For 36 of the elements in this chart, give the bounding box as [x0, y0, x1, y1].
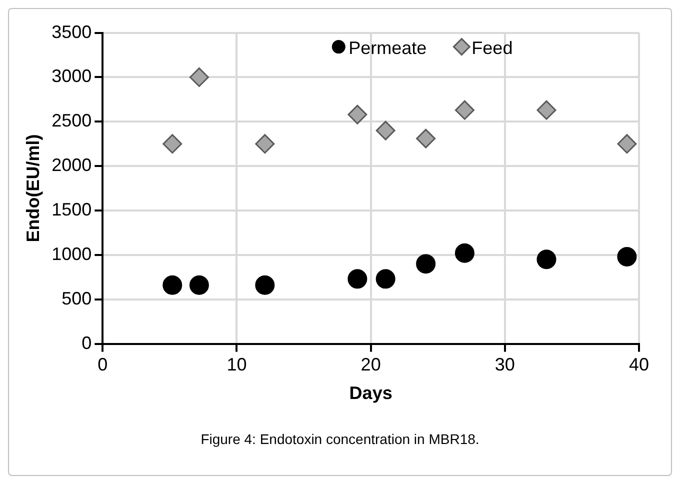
y-tick-label: 2000: [52, 155, 92, 176]
point: [454, 243, 474, 263]
x-tick-label: 30: [494, 354, 515, 375]
point: [536, 100, 556, 120]
y-tick-label: 2500: [52, 110, 92, 131]
y-tick-label: 1000: [52, 244, 92, 264]
y-tick-label: 500: [62, 288, 92, 308]
y-tick-label: 0: [82, 332, 92, 353]
point: [162, 275, 182, 295]
point: [536, 250, 556, 270]
point: [376, 120, 396, 140]
point: [416, 128, 436, 148]
legend-label: Permeate: [348, 38, 427, 58]
point: [617, 134, 637, 154]
point: [454, 100, 474, 120]
point: [189, 67, 209, 87]
x-tick-label: 10: [226, 354, 247, 375]
caption: Figure 4: Endotoxin concentration in MBR18.: [200, 431, 480, 447]
y-tick-label: 1500: [52, 199, 92, 220]
y-tick-label: 3000: [52, 66, 92, 86]
x-tick-label: 40: [628, 354, 650, 375]
point: [617, 246, 637, 266]
point: [255, 275, 275, 295]
legend-label: Feed: [472, 38, 513, 58]
x-axis-title: Days: [349, 383, 392, 404]
x-tick-label: 0: [98, 354, 108, 375]
point: [189, 275, 209, 295]
point: [376, 269, 396, 289]
point: [255, 134, 275, 154]
x-tick-label: 20: [360, 354, 381, 375]
point: [162, 134, 182, 154]
point: [416, 254, 436, 274]
y-tick-label: 3500: [52, 22, 92, 42]
point: [348, 269, 368, 289]
point: [348, 104, 368, 124]
y-axis-title: Endo(EU/ml): [22, 134, 43, 242]
